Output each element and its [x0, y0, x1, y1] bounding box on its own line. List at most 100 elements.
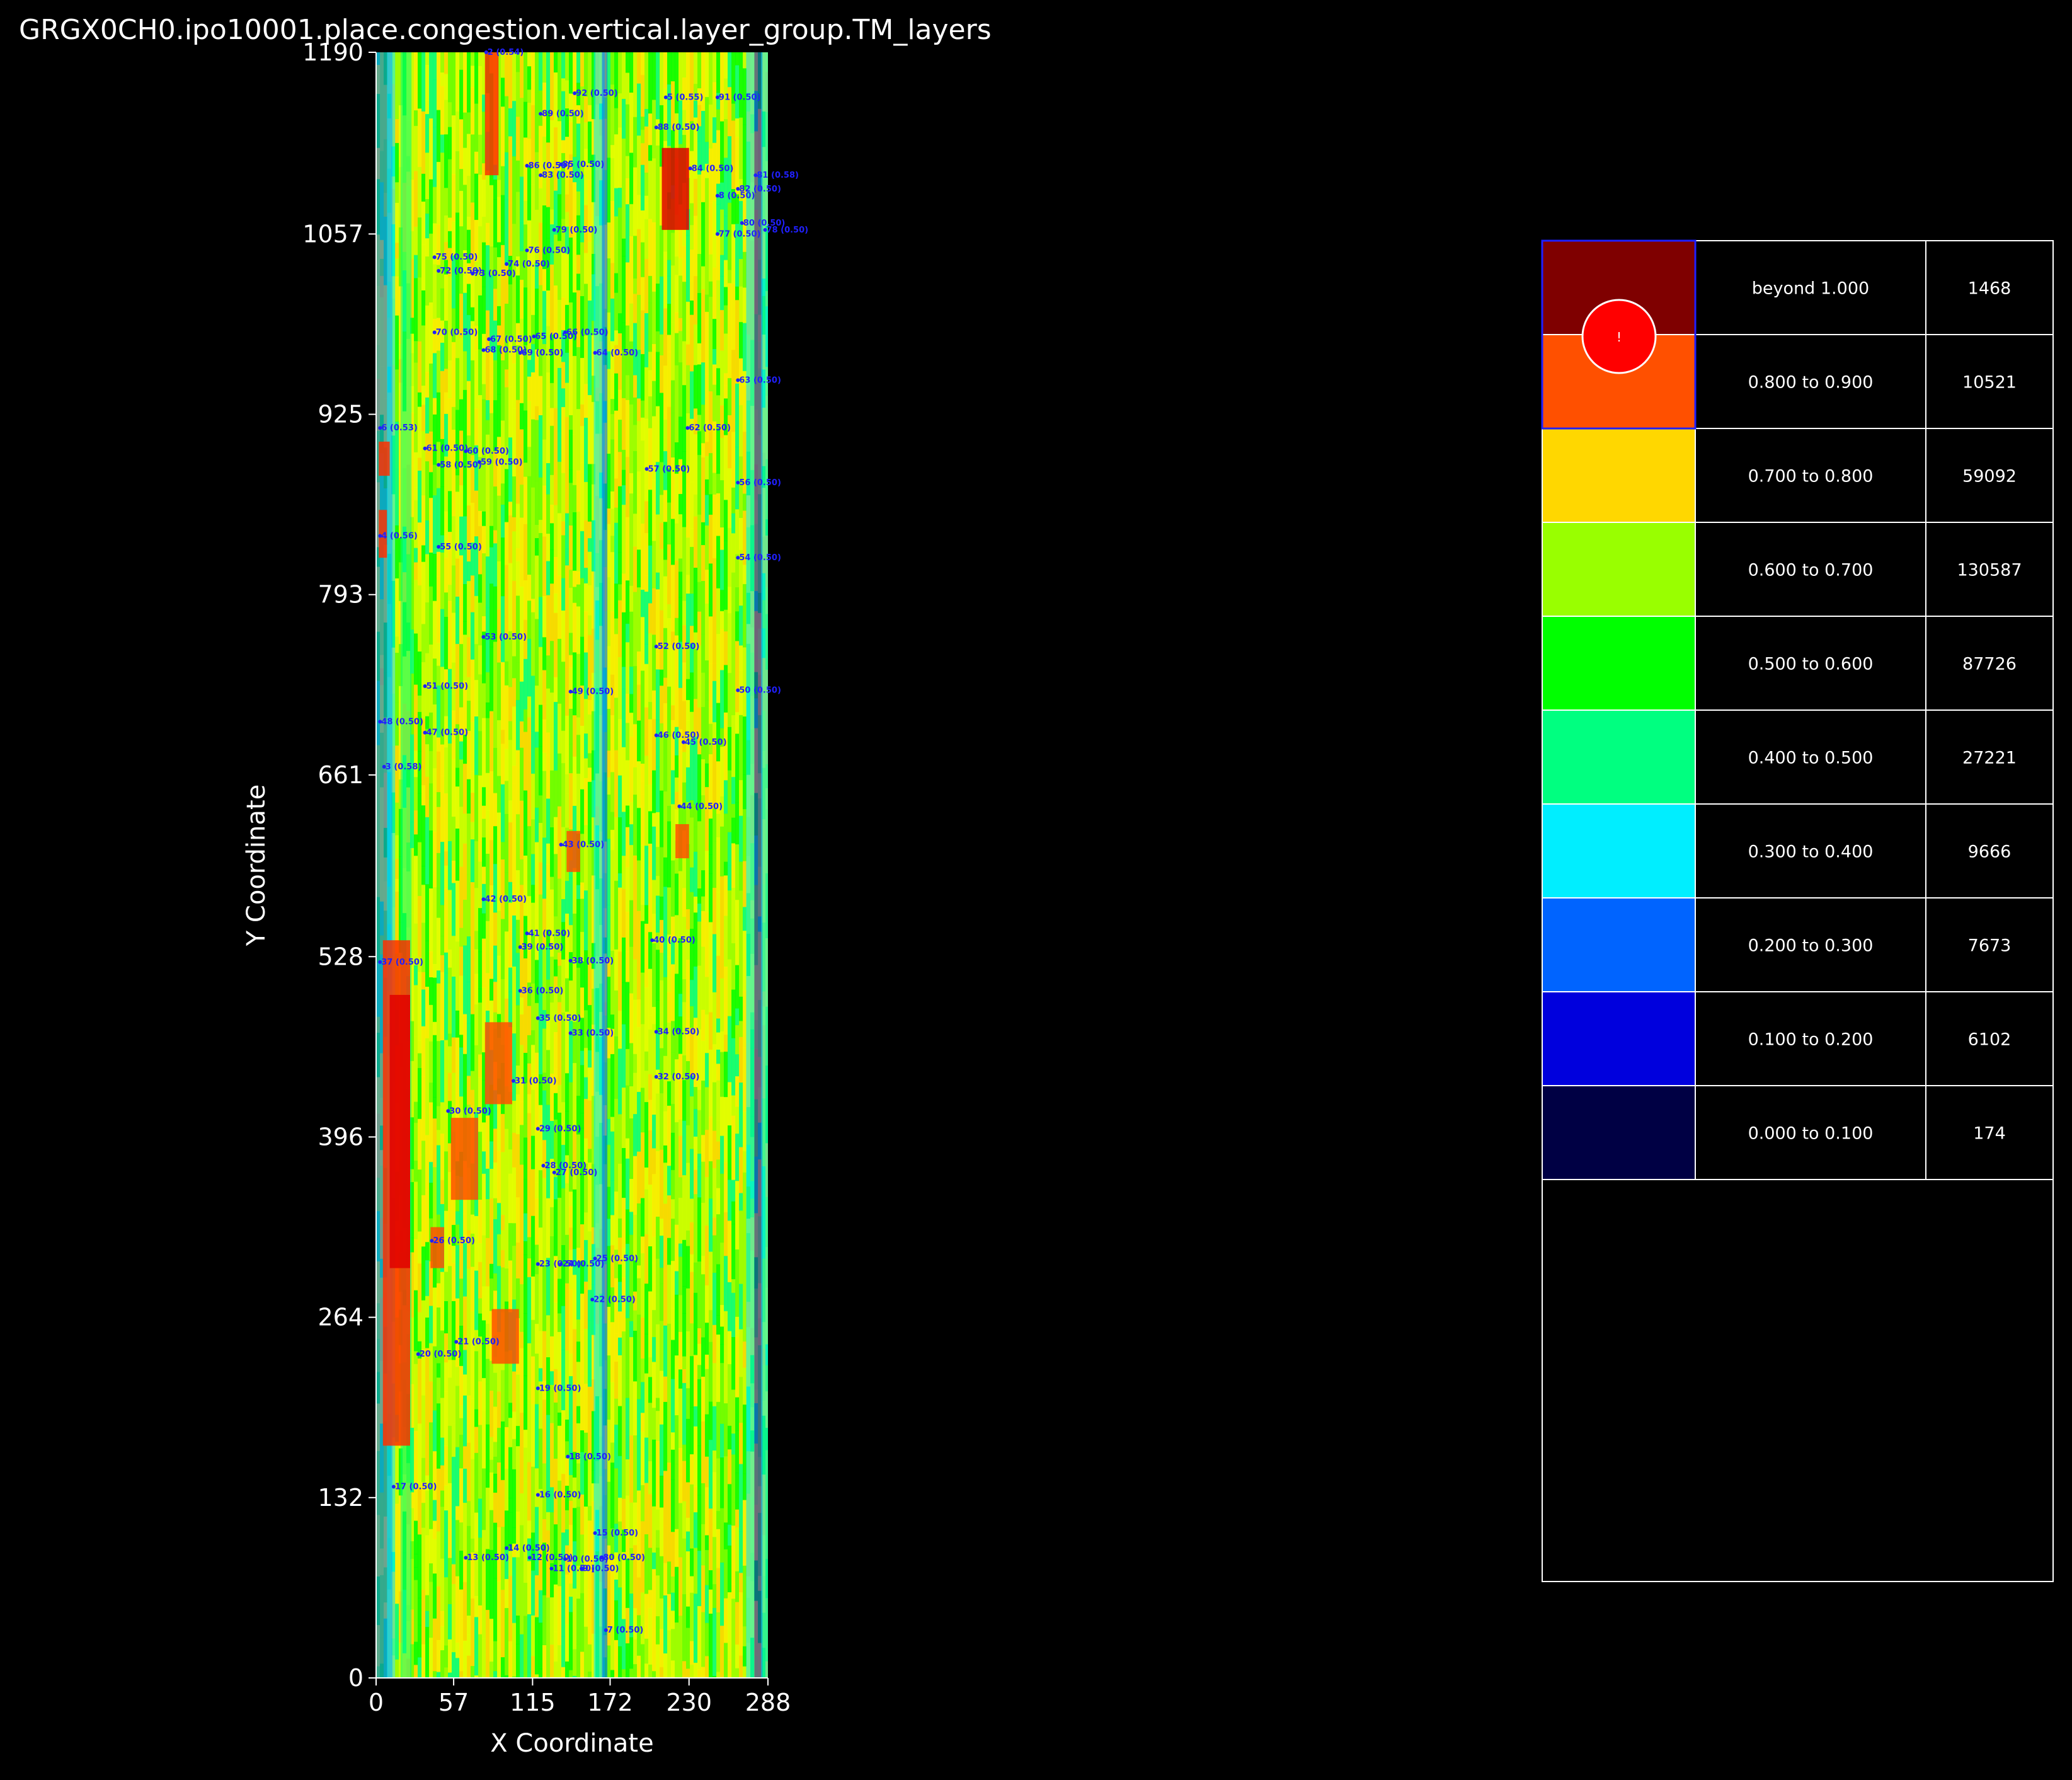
heatmap-cell	[554, 1459, 558, 1525]
heatmap-cell	[731, 224, 736, 284]
heatmap-cell	[455, 1642, 460, 1658]
heatmap-cell	[516, 192, 520, 257]
heatmap-cell	[493, 793, 498, 827]
heatmap-cell	[486, 1358, 490, 1384]
heatmap-cell	[421, 1076, 426, 1142]
heatmap-cell	[459, 69, 464, 120]
heatmap-cell	[531, 675, 535, 732]
heatmap-cell	[542, 1178, 547, 1208]
heatmap-cell	[576, 735, 581, 774]
heatmap-cell	[675, 312, 679, 334]
heatmap-cell	[690, 371, 694, 420]
heatmap-cell	[482, 1173, 486, 1236]
hotspot-label: 29 (0.50)	[539, 1124, 581, 1134]
heatmap-cell	[440, 1437, 445, 1466]
legend-highlight-box	[1541, 239, 1697, 430]
heatmap-cell	[437, 1145, 441, 1215]
heatmap-cell	[675, 1294, 679, 1356]
heatmap-cell	[626, 325, 630, 376]
heatmap-cell	[489, 583, 494, 648]
heatmap-cell	[505, 998, 509, 1043]
heatmap-cell	[614, 750, 619, 818]
heatmap-cell	[395, 142, 399, 183]
heatmap-cell	[641, 417, 645, 441]
legend-range-cell	[1695, 522, 1926, 617]
heatmap-cell	[459, 294, 464, 338]
heatmap-cell	[656, 572, 660, 590]
heatmap-streak	[754, 52, 763, 1678]
heatmap-cell	[459, 741, 464, 760]
heatmap-cell	[554, 959, 558, 977]
heatmap-cell	[410, 1169, 415, 1183]
heatmap-cell	[561, 1060, 566, 1103]
heatmap-cell	[724, 287, 728, 306]
heatmap-cell	[709, 663, 713, 708]
heatmap-cell	[482, 987, 486, 1053]
heatmap-cell	[701, 1135, 706, 1163]
heatmap-cell	[471, 502, 475, 543]
heatmap-cell	[471, 455, 475, 503]
heatmap-cell	[573, 236, 577, 293]
hotspot-marker	[685, 426, 690, 430]
heatmap-cell	[573, 1508, 577, 1542]
heatmap-cell	[425, 152, 430, 200]
heatmap-cell	[614, 1639, 619, 1678]
heatmap-cell	[535, 52, 539, 93]
heatmap-cell	[626, 1244, 630, 1260]
heatmap-cell	[614, 1067, 619, 1100]
heatmap-cell	[459, 927, 464, 948]
heatmap-cell	[505, 1468, 509, 1511]
heatmap-cell	[739, 950, 743, 966]
heatmap-cell	[486, 1323, 490, 1360]
heatmap-cell	[448, 461, 452, 491]
heatmap-cell	[418, 470, 422, 523]
heatmap-cell	[728, 770, 732, 833]
heatmap-cell	[550, 209, 554, 225]
heatmap-cell	[678, 1557, 683, 1616]
heatmap-cell	[724, 1403, 728, 1457]
heatmap-cell	[471, 1266, 475, 1312]
hotspot-label: 82 (0.50)	[739, 185, 781, 194]
hotspot-label: 83 (0.50)	[542, 171, 584, 180]
heatmap-cell	[463, 584, 467, 622]
legend-count-label: 7673	[1968, 936, 2012, 956]
heatmap-cell	[576, 255, 581, 275]
heatmap-cell	[629, 493, 634, 552]
heatmap-cell	[629, 303, 634, 342]
heatmap-cell	[671, 720, 675, 771]
heatmap-cell	[743, 990, 747, 1048]
heatmap-cell	[743, 1404, 747, 1474]
heatmap-cell	[550, 876, 554, 890]
heatmap-hotspot	[661, 147, 689, 230]
heatmap-cell	[455, 1520, 460, 1577]
heatmap-cell	[561, 1474, 566, 1533]
heatmap-cell	[633, 294, 638, 324]
heatmap-cell	[607, 222, 611, 259]
heatmap-cell	[675, 973, 679, 1032]
heatmap-cell	[618, 127, 622, 188]
heatmap-cell	[637, 421, 641, 473]
heatmap-cell	[728, 1016, 732, 1082]
heatmap-cell	[694, 648, 698, 699]
heatmap-cell	[648, 428, 653, 490]
heatmap-cell	[739, 1464, 743, 1532]
heatmap-cell	[421, 1300, 426, 1350]
heatmap-cell	[531, 1030, 535, 1045]
heatmap-cell	[497, 1428, 501, 1463]
heatmap-cell	[697, 88, 702, 106]
heatmap-cell	[501, 1215, 505, 1231]
hotspot-marker	[715, 232, 719, 236]
heatmap-cell	[629, 473, 634, 494]
heatmap-cell	[584, 1459, 588, 1507]
heatmap-cell	[489, 1459, 494, 1473]
hotspot-marker	[677, 804, 682, 808]
heatmap-cell	[542, 719, 547, 754]
heatmap-cell	[565, 513, 570, 549]
heatmap-cell	[478, 1261, 483, 1299]
heatmap-cell	[709, 202, 713, 255]
heatmap-cell	[418, 1118, 422, 1156]
heatmap-cell	[448, 743, 452, 774]
heatmap-cell	[652, 588, 656, 635]
heatmap-cell	[705, 294, 709, 313]
heatmap-cell	[505, 931, 509, 999]
